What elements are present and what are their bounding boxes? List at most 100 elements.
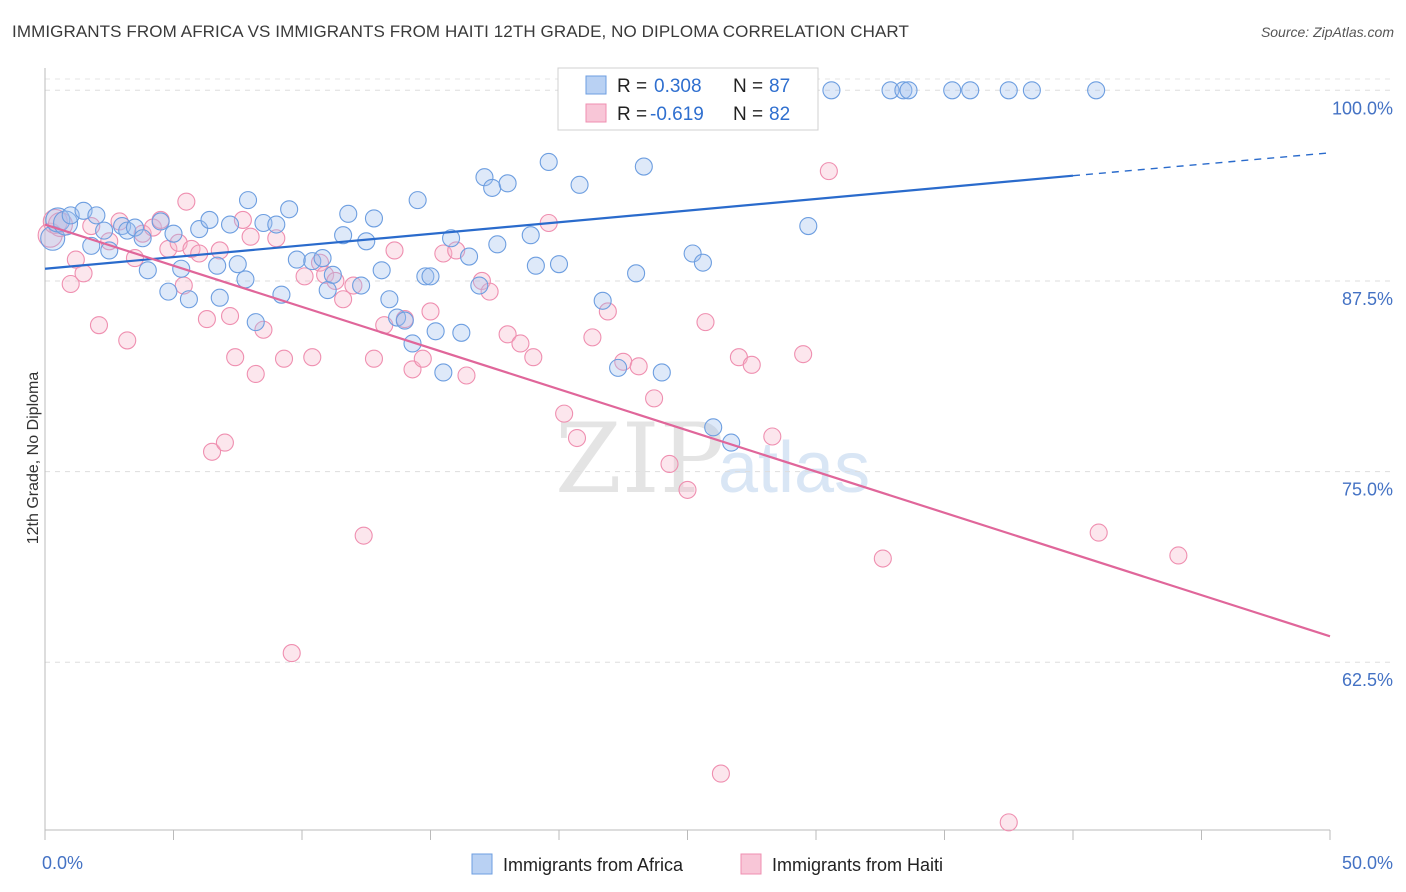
africa-point [452,323,471,342]
africa-point [899,81,918,100]
haiti-point [1089,523,1108,542]
haiti-point [203,442,222,461]
africa-point [421,267,440,286]
haiti-point [241,227,260,246]
haiti-point [254,320,273,339]
haiti-point [763,427,782,446]
africa-point [521,226,540,245]
africa-point [881,81,900,100]
x-tick-label: 0.0% [42,853,83,873]
africa-point [352,276,371,295]
africa-point [570,175,589,194]
legend-haiti-n-label: N = [733,104,763,125]
africa-point [280,200,299,219]
haiti-point [498,325,517,344]
africa-point [190,220,209,239]
legend-haiti-r-value: -0.619 [650,104,704,125]
legend-haiti-r-label: R = [617,104,647,125]
africa-point [483,178,502,197]
africa-point [459,247,479,266]
haiti-point [555,404,574,423]
haiti-point [819,162,838,181]
haiti-point [61,274,80,294]
africa-point [228,255,247,274]
africa-point [704,418,723,437]
y-tick-label: 75.0% [1342,480,1393,500]
africa-point [652,363,671,382]
haiti-point [177,192,196,211]
africa-point [609,358,628,377]
haiti-point [215,433,234,452]
haiti-point [711,764,730,783]
bottom-legend-swatch-africa [471,853,493,875]
haiti-point [583,328,602,347]
africa-point [372,261,391,280]
source-label: Source: ZipAtlas.com [1260,24,1394,40]
haiti-trend-line [44,223,1331,638]
haiti-point [354,526,373,545]
africa-point [416,267,435,286]
bottom-legend-label-haiti: Immigrants from Haiti [772,855,943,875]
chart-title: IMMIGRANTS FROM AFRICA VS IMMIGRANTS FRO… [12,22,909,41]
haiti-point [220,306,240,326]
africa-point [408,191,427,210]
africa-point [210,288,229,307]
africa-point [151,212,170,231]
africa-point [95,221,114,240]
haiti-point [282,644,301,663]
africa-point [179,290,198,309]
y-tick-label: 62.5% [1342,670,1393,690]
africa-point [238,191,258,210]
africa-point [470,276,489,295]
africa-point [246,313,265,332]
africa-point [822,81,841,100]
haiti-point [511,334,530,353]
africa-point [434,363,453,382]
haiti-point [344,276,363,295]
africa-trend-line [44,174,1074,270]
africa-point [236,270,255,289]
africa-point [1087,81,1106,100]
africa-point [539,152,558,172]
y-tick-label: 100.0% [1332,98,1393,118]
axes [44,68,1331,840]
haiti-point [742,355,761,374]
trend-lines [44,152,1331,638]
africa-point [1022,81,1041,100]
haiti-point [89,316,109,335]
haiti-point [1169,546,1188,565]
correlation-legend: R = 0.308 N = 87 R = -0.619 N = 82 [557,67,819,131]
bottom-legend-swatch-haiti [740,853,762,875]
africa-point [683,244,702,263]
africa-point [313,249,332,268]
africa-point [799,216,818,236]
watermark-zip: ZIP [555,403,724,515]
haiti-point [74,264,93,283]
haiti-point [645,389,664,408]
haiti-point [524,348,543,367]
haiti-point [480,282,499,301]
haiti-point [210,241,229,260]
tick-labels: 62.5% 75.0% 87.5% 100.0% 0.0% 50.0% [42,98,1393,873]
africa-point [488,235,507,254]
africa-point [961,81,980,100]
africa-point [303,252,322,271]
haiti-point [66,250,85,269]
x-tick-label: 50.0% [1342,853,1393,873]
bottom-legend-label-africa: Immigrants from Africa [503,855,684,875]
haiti-point [421,302,440,321]
africa-point [334,226,353,245]
africa-point [894,81,913,100]
africa-point [549,255,569,274]
africa-point [323,265,342,284]
watermark-atlas: atlas [718,428,870,508]
africa-point [287,250,306,269]
africa-point [267,215,286,234]
haiti-point [660,454,679,474]
africa-point [395,311,414,330]
series-africa [40,81,1106,452]
haiti-point [118,331,137,350]
haiti-point [303,348,322,367]
haiti-point [629,357,648,376]
